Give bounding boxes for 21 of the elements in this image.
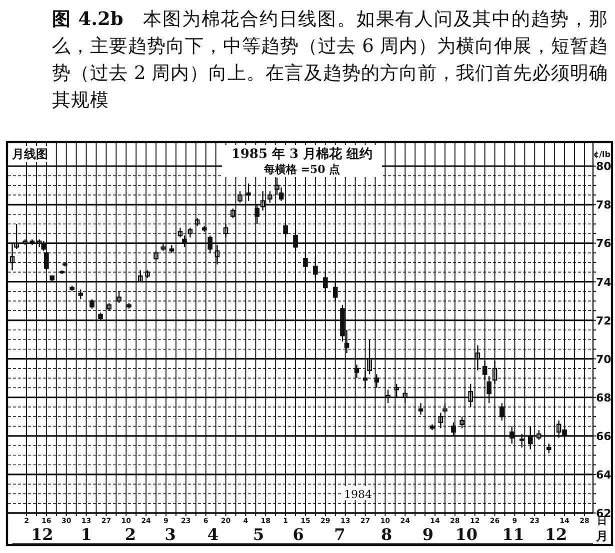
x2-tick-label: 5 xyxy=(252,525,264,544)
x2-tick-label: 3 xyxy=(164,525,176,544)
x2-tick-label: 8 xyxy=(381,525,392,544)
y-tick-label: 80 xyxy=(596,160,612,174)
y-tick-label: 68 xyxy=(596,391,612,404)
text: 每横格 =50 点 xyxy=(262,163,340,176)
annotation: 1984 xyxy=(344,488,372,501)
y-tick-label: 64 xyxy=(596,468,612,482)
y-tick-label: 78 xyxy=(596,198,612,212)
y-tick-label: 72 xyxy=(596,314,612,328)
y-axis-title: ¢/lb xyxy=(594,150,611,159)
x2-tick-label: 11 xyxy=(502,525,524,544)
x2-tick-label: 7 xyxy=(334,525,346,544)
annotation: 月线图 xyxy=(11,147,48,161)
y-tick-label: 70 xyxy=(596,352,612,366)
y-tick-label: 66 xyxy=(596,430,612,443)
x2-axis-title: 月 xyxy=(595,529,608,543)
y-tick-label: 74 xyxy=(596,276,612,289)
chart-title: 1985 年 3 月棉花 纽约 xyxy=(231,147,373,162)
y-tick-label: 76 xyxy=(596,237,612,250)
text: 图 4.2b 本图为棉花合约日线图。如果有人问及其中的趋势，那么，主要趋势向下，中等趋势（过去 6 周内）为横向伸展，短暂趋势（过去 2 周内）向上。在言及趋势的方向前，我们首先必须明确其规模 xyxy=(52,9,608,111)
